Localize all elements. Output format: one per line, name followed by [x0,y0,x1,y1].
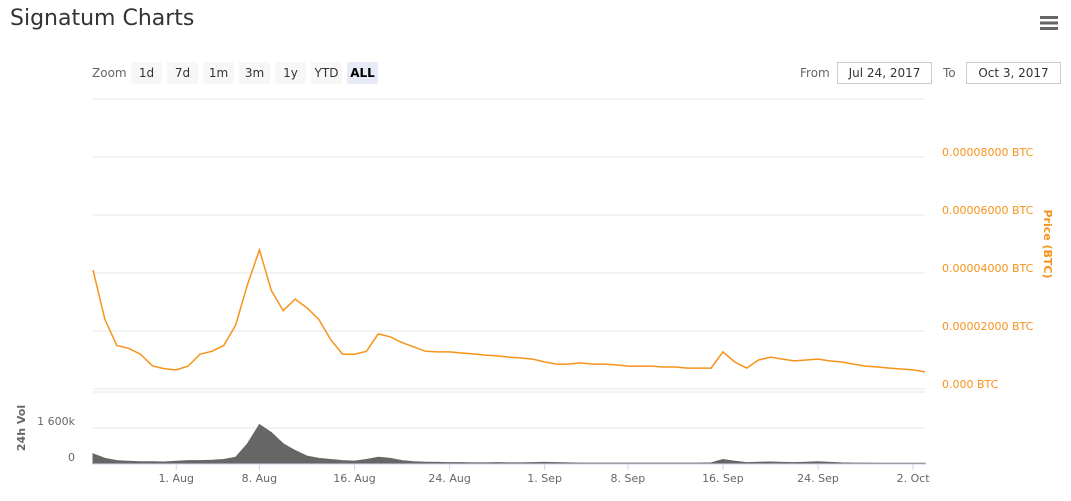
y-axis-title: 24h Vol [15,405,28,451]
x-tick-label: 16. Aug [333,472,375,485]
menu-button[interactable] [1040,16,1058,30]
x-tick-label: 24. Sep [797,472,839,485]
x-tick-label: 1. Sep [527,472,562,485]
x-tick-label: 8. Aug [242,472,277,485]
zoom-button[interactable]: ALL [347,62,378,84]
to-label: To [943,66,956,80]
x-tick-label: 2. Oct [897,472,931,485]
zoom-button[interactable]: 1y [275,62,306,84]
zoom-label: Zoom [92,66,127,80]
volume-area [92,423,926,465]
x-tick-label: 1. Aug [158,472,193,485]
from-input[interactable]: Jul 24, 2017 [837,62,932,84]
page-title: Signatum Charts [10,6,195,31]
to-input[interactable]: Oct 3, 2017 [966,62,1061,84]
y-tick-label: 1 600k [37,415,75,428]
zoom-button[interactable]: 1m [203,62,234,84]
y-tick-label: 0.00006000 BTC [942,204,1034,217]
zoom-button[interactable]: YTD [311,62,342,84]
from-label: From [800,66,830,80]
y-tick-label: 0.00002000 BTC [942,320,1034,333]
zoom-button[interactable]: 7d [167,62,198,84]
zoom-button[interactable]: 3m [239,62,270,84]
x-tick-label: 24. Aug [428,472,470,485]
y-tick-label: 0.00008000 BTC [942,146,1034,159]
y-tick-label: 0.000 BTC [942,378,999,391]
y-axis-title: Price (BTC) [1041,209,1054,278]
x-tick-label: 16. Sep [702,472,744,485]
y-tick-label: 0.00004000 BTC [942,262,1034,275]
zoom-buttons: 1d 7d 1m 3m 1y YTD ALL [131,62,378,84]
zoom-button[interactable]: 1d [131,62,162,84]
x-tick-label: 8. Sep [610,472,645,485]
y-tick-label: 0 [68,451,75,464]
price-line [92,247,926,373]
